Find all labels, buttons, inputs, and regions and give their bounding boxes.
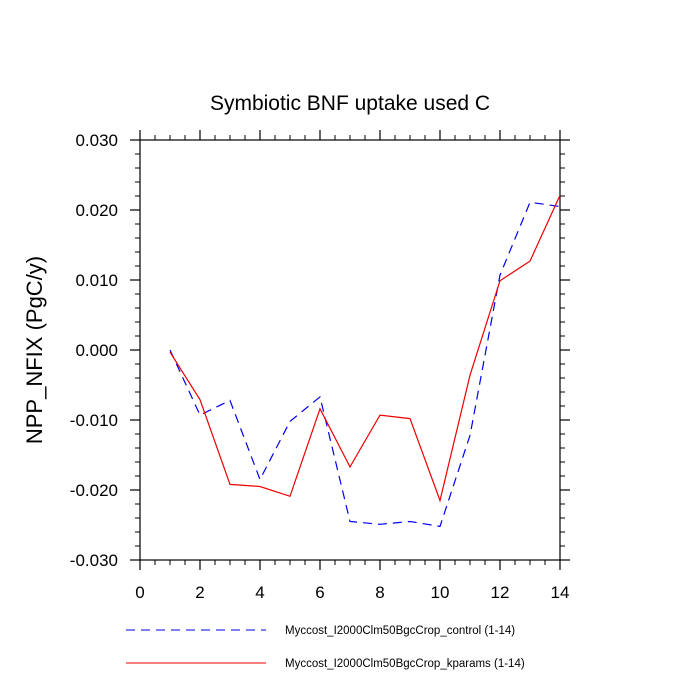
x-tick-label: 14 [551,583,570,602]
x-tick-labels: 0 2 4 6 8 10 12 14 [135,583,569,602]
series-line-2 [169,195,561,503]
x-tick-label: 2 [195,583,204,602]
y-axis-label: NPP_NFIX (PgC/y) [22,256,47,444]
series-line-1 [169,201,561,528]
x-tick-label: 10 [431,583,450,602]
minor-ticks [135,135,565,565]
y-tick-label: -0.020 [70,481,118,500]
y-tick-labels: -0.030 -0.020 -0.010 0.000 0.010 0.020 0.030 [70,131,118,570]
major-ticks [130,130,570,570]
y-tick-label: 0.030 [75,131,118,150]
x-tick-label: 6 [315,583,324,602]
y-tick-label: 0.000 [75,341,118,360]
series-lines [169,195,561,528]
y-tick-label: 0.020 [75,201,118,220]
plot-frame [139,139,561,561]
x-tick-label: 12 [491,583,510,602]
y-tick-label: -0.030 [70,551,118,570]
x-tick-label: 8 [375,583,384,602]
x-tick-label: 4 [255,583,264,602]
y-tick-label: -0.010 [70,411,118,430]
legend-label-1: Myccost_I2000Clm50BgcCrop_control (1-14) [285,625,515,637]
legend-label-2: Myccost_I2000Clm50BgcCrop_kparams (1-14) [285,658,525,670]
legend: Myccost_I2000Clm50BgcCrop_control (1-14)… [126,625,525,670]
chart-title: Symbiotic BNF uptake used C [210,92,490,115]
y-tick-label: 0.010 [75,271,118,290]
x-tick-label: 0 [135,583,144,602]
